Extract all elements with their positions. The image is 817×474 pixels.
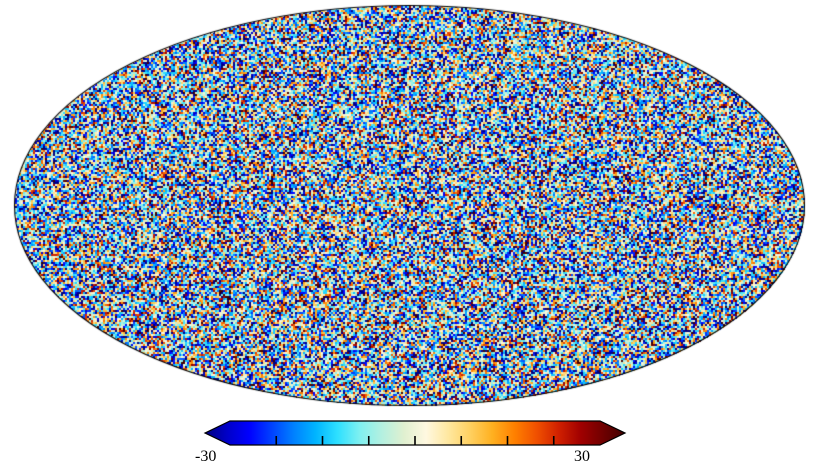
sky-map-canvas: [13, 4, 806, 407]
colorbar-svg[interactable]: [190, 418, 640, 448]
colorbar-min-label: -30: [195, 448, 217, 465]
colorbar[interactable]: -30 30: [190, 418, 640, 474]
colorbar-body[interactable]: [203, 420, 627, 446]
colorbar-ticks: [275, 436, 555, 445]
colorbar-max-label: 30: [574, 448, 590, 465]
mollweide-sky-map: [13, 4, 806, 407]
